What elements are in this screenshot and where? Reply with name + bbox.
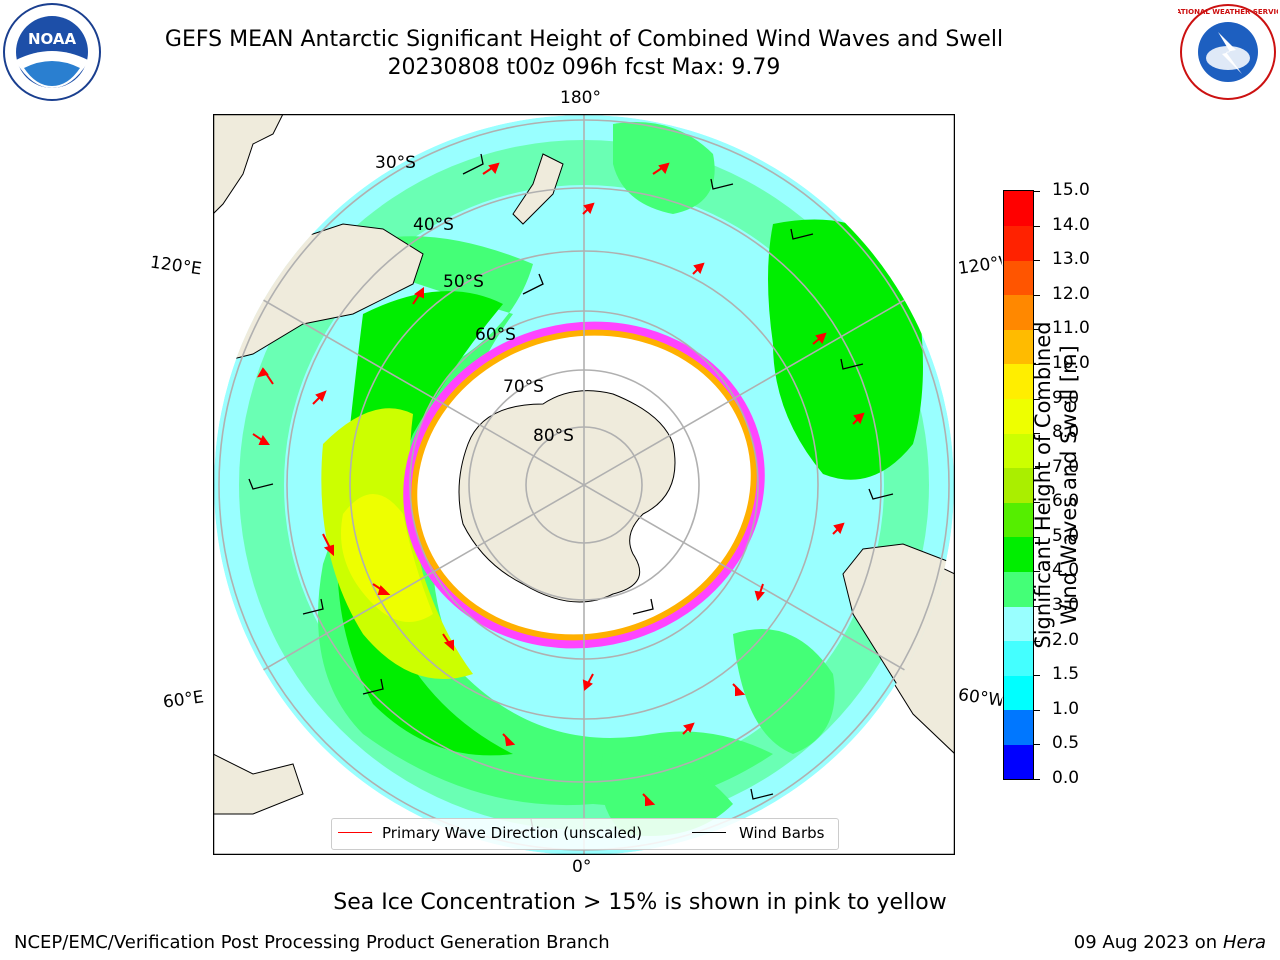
lat-label-30: 30°S [375, 153, 416, 173]
colorbar-tick-mark [1034, 502, 1040, 504]
noaa-logo-text: NOAA [28, 30, 77, 48]
colorbar-segment [1004, 329, 1033, 365]
polar-map: 30°S 40°S 50°S 60°S 70°S 80°S [213, 114, 955, 855]
colorbar-segment [1004, 467, 1033, 503]
colorbar-segment [1004, 225, 1033, 261]
colorbar-tick-label: 0.5 [1052, 733, 1080, 754]
colorbar-tick-label: 9.0 [1052, 387, 1080, 408]
colorbar-segment [1004, 571, 1033, 607]
colorbar-tick-label: 13.0 [1052, 249, 1090, 270]
colorbar-segment [1004, 744, 1033, 780]
legend-barb-swatch [692, 832, 726, 833]
lat-label-40: 40°S [413, 215, 454, 235]
colorbar-tick-label: 5.0 [1052, 525, 1080, 546]
land-africa-edge [213, 753, 304, 815]
colorbar-tick-mark [1034, 536, 1040, 538]
colorbar-tick-label: 14.0 [1052, 214, 1090, 235]
colorbar-segment [1004, 363, 1033, 400]
lat-label-60: 60°S [475, 325, 516, 345]
land-new-zealand [512, 153, 564, 225]
colorbar-tick-mark [1034, 433, 1040, 435]
lon-label-120w: 120°W [956, 253, 1004, 279]
land-australia-edge [213, 114, 284, 215]
colorbar-tick-mark [1034, 467, 1040, 469]
map-legend: Primary Wave Direction (unscaled) Wind B… [331, 818, 839, 850]
colorbar-tick-label: 1.5 [1052, 664, 1080, 685]
footer-date: 09 Aug 2023 on Hera [1074, 932, 1266, 953]
colorbar-tick-label: 15.0 [1052, 180, 1090, 200]
colorbar-tick-mark [1034, 398, 1040, 400]
colorbar-tick-mark [1034, 744, 1040, 746]
lat-label-70: 70°S [503, 377, 544, 397]
noaa-logo: NOAA [3, 3, 101, 101]
colorbar-tick-mark [1034, 640, 1040, 642]
colorbar-tick-label: 12.0 [1052, 283, 1090, 304]
field-8-9m-max [341, 494, 433, 622]
colorbar-segment [1004, 433, 1033, 469]
colorbar-segment [1004, 536, 1033, 572]
colorbar-tick-mark [1034, 191, 1040, 192]
colorbar-segment [1004, 709, 1033, 745]
colorbar-label-line1: Significant Height of Combined [1031, 321, 1055, 649]
colorbar-tick-mark [1034, 329, 1040, 331]
colorbar-tick-mark [1034, 606, 1040, 608]
colorbar-tick-mark [1034, 571, 1040, 573]
colorbar-tick-label: 6.0 [1052, 491, 1080, 512]
lon-label-180: 180° [560, 88, 601, 108]
colorbar-segment [1004, 640, 1033, 676]
chart-subtitle: 20230808 t00z 096h fcst Max: 9.79 [387, 55, 781, 80]
lon-label-0: 0° [572, 857, 592, 877]
colorbar-tick-mark [1034, 779, 1040, 780]
chart-title: GEFS MEAN Antarctic Significant Height o… [164, 27, 1004, 52]
colorbar-tick-mark [1034, 225, 1040, 227]
colorbar-label-line2: Wind Waves and Swell [m] [1057, 345, 1081, 625]
colorbar-label: Significant Height of Combined Wind Wave… [1030, 255, 1082, 715]
meridians [214, 115, 954, 855]
lat-label-80: 80°S [533, 426, 574, 446]
colorbar-tick-label: 4.0 [1052, 560, 1080, 581]
colorbar-tick-mark [1034, 363, 1040, 365]
colorbar-tick-label: 7.0 [1052, 456, 1080, 477]
colorbar-tick-label: 3.0 [1052, 595, 1080, 616]
colorbar-tick-label: 2.0 [1052, 629, 1080, 650]
legend-barb-label: Wind Barbs [739, 824, 825, 842]
footer-host: Hera [1222, 932, 1266, 953]
sea-ice-note: Sea Ice Concentration > 15% is shown in … [333, 890, 947, 915]
field-3m-south [600, 752, 733, 836]
lon-label-120e: 120°E [148, 252, 203, 280]
field-3m-southeast [733, 629, 835, 754]
colorbar-tick-label: 0.0 [1052, 768, 1080, 788]
lon-label-60w: 60°W [956, 685, 1004, 711]
map-frame [213, 114, 955, 855]
nws-logo-text: NATIONAL WEATHER SERVICE [1178, 8, 1278, 16]
colorbar-tick-label: 1.0 [1052, 698, 1080, 719]
lon-label-60e: 60°E [161, 687, 206, 713]
footer-date-text: 09 Aug 2023 on [1073, 932, 1218, 953]
colorbar-segment [1004, 502, 1033, 538]
wave-vectors [252, 162, 865, 807]
colorbar-tick-mark [1034, 675, 1040, 677]
nws-logo: NATIONAL WEATHER SERVICE [1178, 4, 1278, 100]
legend-wave-label: Primary Wave Direction (unscaled) [382, 824, 643, 842]
sea-ice-outer [403, 321, 765, 649]
colorbar-tick-label: 8.0 [1052, 422, 1080, 443]
colorbar-segment [1004, 398, 1033, 434]
footer-branch: NCEP/EMC/Verification Post Processing Pr… [14, 932, 610, 953]
colorbar-tick-label: 10.0 [1052, 352, 1090, 373]
colorbar-tick-mark [1034, 294, 1040, 296]
colorbar-tick-mark [1034, 260, 1040, 262]
colorbar-tick-label: 11.0 [1052, 318, 1090, 339]
colorbar-segment [1004, 260, 1033, 296]
colorbar [1003, 190, 1034, 780]
colorbar-segment [1004, 294, 1033, 330]
colorbar-tick-mark [1034, 709, 1040, 711]
legend-wave-swatch [338, 832, 372, 833]
colorbar-segment [1004, 675, 1033, 711]
lat-label-50: 50°S [443, 272, 484, 292]
colorbar-segment [1004, 191, 1033, 227]
colorbar-segment [1004, 606, 1033, 642]
